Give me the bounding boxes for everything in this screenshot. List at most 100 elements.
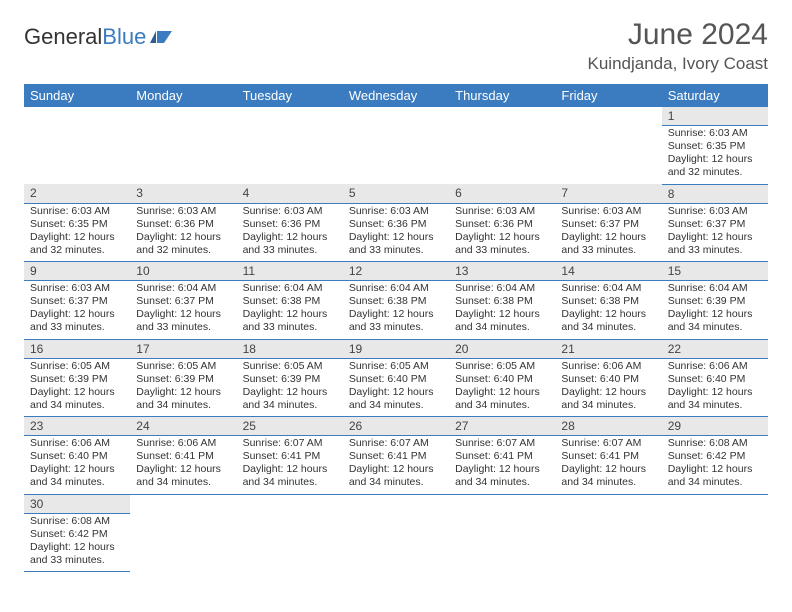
sunrise-line: Sunrise: 6:04 AM [243,282,337,295]
sunrise-line: Sunrise: 6:03 AM [349,205,443,218]
day-number-cell: 12 [343,262,449,281]
sunset-line: Sunset: 6:37 PM [561,218,655,231]
sunset-line: Sunset: 6:36 PM [243,218,337,231]
day-info-row: Sunrise: 6:03 AMSunset: 6:37 PMDaylight:… [24,281,768,340]
sunrise-line: Sunrise: 6:03 AM [30,205,124,218]
sunset-line: Sunset: 6:37 PM [668,218,762,231]
sunrise-line: Sunrise: 6:05 AM [349,360,443,373]
sunrise-line: Sunrise: 6:06 AM [668,360,762,373]
day-info-cell: Sunrise: 6:03 AMSunset: 6:36 PMDaylight:… [343,203,449,262]
daylight-line: Daylight: 12 hours and 34 minutes. [561,308,655,334]
sunrise-line: Sunrise: 6:03 AM [136,205,230,218]
day-info-row: Sunrise: 6:05 AM Sunset: 6:39 PM Daylight:… [24,358,768,417]
day-number-cell: 3 [130,184,236,203]
day-number-cell: 15 [662,262,768,281]
sunrise-line: Sunrise: 6:06 AM [561,360,655,373]
day-info-cell: Sunrise: 6:03 AMSunset: 6:36 PMDaylight:… [449,203,555,262]
daylight-line: Daylight: 12 hours and 34 minutes. [349,386,443,412]
sunset-line: Sunset: 6:41 PM [455,450,549,463]
daylight-line: Daylight: 12 hours and 34 minutes. [668,386,762,412]
daylight-line: Daylight: 12 hours and 34 minutes. [30,386,124,412]
calendar-table: SundayMondayTuesdayWednesdayThursdayFrid… [24,84,768,572]
daylight-line: Daylight: 12 hours and 34 minutes. [561,463,655,489]
day-info-cell [449,513,555,572]
daylight-line: Daylight: 12 hours and 34 minutes. [30,463,124,489]
day-info-cell: Sunrise: 6:04 AMSunset: 6:38 PMDaylight:… [449,281,555,340]
day-number-cell: 13 [449,262,555,281]
daylight-line: Daylight: 12 hours and 33 minutes. [349,308,443,334]
daylight-line: Daylight: 12 hours and 32 minutes. [136,231,230,257]
title-block: June 2024 Kuindjanda, Ivory Coast [588,18,769,74]
day-info-cell: Sunrise: 6:03 AMSunset: 6:37 PMDaylight:… [662,203,768,262]
day-info-cell [24,126,130,185]
day-info-cell: Sunrise: 6:07 AMSunset: 6:41 PMDaylight:… [449,436,555,495]
day-number-cell: 14 [555,262,661,281]
sunrise-line: Sunrise: 6:04 AM [349,282,443,295]
day-info-cell: Sunrise: 6:04 AMSunset: 6:39 PMDaylight:… [662,281,768,340]
sunrise-line: Sunrise: 6:08 AM [668,437,762,450]
day-info-cell [555,126,661,185]
day-info-row: Sunrise: 6:03 AMSunset: 6:35 PMDaylight:… [24,203,768,262]
sunset-line: Sunset: 6:41 PM [561,450,655,463]
day-info-cell [343,126,449,185]
sunset-line: Sunset: 6:42 PM [668,450,762,463]
day-info-cell: Sunrise: 6:08 AMSunset: 6:42 PMDaylight:… [662,436,768,495]
daylight-line: Daylight: 12 hours and 32 minutes. [668,153,762,179]
day-number-cell: 1 [662,107,768,126]
day-info-cell: Sunrise: 6:06 AMSunset: 6:40 PMDaylight:… [24,436,130,495]
daylight-line: Daylight: 12 hours and 34 minutes. [243,463,337,489]
header: GeneralBlue June 2024 Kuindjanda, Ivory … [24,18,768,74]
day-info-cell: Sunrise: 6:03 AMSunset: 6:37 PMDaylight:… [24,281,130,340]
day-number-cell: 20 [449,339,555,358]
day-info-cell [555,513,661,572]
day-info-cell: Sunrise: 6:05 AMSunset: 6:39 PMDaylight:… [24,358,130,417]
sunset-line: Sunset: 6:36 PM [349,218,443,231]
day-number-cell: 19 [343,339,449,358]
sunset-line: Sunset: 6:38 PM [561,295,655,308]
sunrise-line: Sunrise: 6:04 AM [561,282,655,295]
logo-word2: Blue [102,24,146,49]
day-number-cell [449,494,555,513]
day-number-cell: 30 [24,494,130,513]
daylight-line: Daylight: 12 hours and 34 minutes. [455,463,549,489]
sunset-line: Sunset: 6:39 PM [668,295,762,308]
day-info-row: Sunrise: 6:06 AMSunset: 6:40 PMDaylight:… [24,436,768,495]
daylight-line: Daylight: 12 hours and 33 minutes. [30,308,124,334]
sunset-line: Sunset: 6:40 PM [455,373,549,386]
day-number-cell: 10 [130,262,236,281]
day-number-cell [343,107,449,126]
day-number-cell: 6 [449,184,555,203]
sunrise-line: Sunrise: 6:03 AM [561,205,655,218]
day-info-cell: Sunrise: 6:03 AMSunset: 6:35 PMDaylight:… [24,203,130,262]
day-header: Thursday [449,84,555,107]
day-number-row: 16171819202122 [24,339,768,358]
sunset-line: Sunset: 6:42 PM [30,528,124,541]
daylight-line: Daylight: 12 hours and 33 minutes. [668,231,762,257]
sunrise-line: Sunrise: 6:06 AM [30,437,124,450]
sunrise-line: Sunrise: 6:03 AM [668,127,762,140]
day-info-cell: Sunrise: 6:04 AMSunset: 6:38 PMDaylight:… [555,281,661,340]
sunrise-line: Sunrise: 6:07 AM [455,437,549,450]
day-number-cell: 4 [237,184,343,203]
sunrise-line: Sunrise: 6:03 AM [668,205,762,218]
sunset-line: Sunset: 6:35 PM [668,140,762,153]
day-number-row: 23242526272829 [24,417,768,436]
sunset-line: Sunset: 6:41 PM [136,450,230,463]
day-number-cell: 26 [343,417,449,436]
day-info-row: Sunrise: 6:03 AMSunset: 6:35 PMDaylight:… [24,126,768,185]
day-info-cell [130,513,236,572]
day-number-cell [555,107,661,126]
sunset-line: Sunset: 6:38 PM [349,295,443,308]
day-info-cell: Sunrise: 6:06 AMSunset: 6:40 PMDaylight:… [662,358,768,417]
day-number-cell [130,494,236,513]
logo-text: GeneralBlue [24,24,146,50]
day-number-cell: 9 [24,262,130,281]
day-info-cell [343,513,449,572]
day-info-cell: Sunrise: 6:03 AMSunset: 6:37 PMDaylight:… [555,203,661,262]
daylight-line: Daylight: 12 hours and 32 minutes. [30,231,124,257]
flag-icon [150,29,172,45]
sunset-line: Sunset: 6:39 PM [136,373,230,386]
day-header: Sunday [24,84,130,107]
sunset-line: Sunset: 6:38 PM [243,295,337,308]
day-info-cell: Sunrise: 6:07 AMSunset: 6:41 PMDaylight:… [343,436,449,495]
